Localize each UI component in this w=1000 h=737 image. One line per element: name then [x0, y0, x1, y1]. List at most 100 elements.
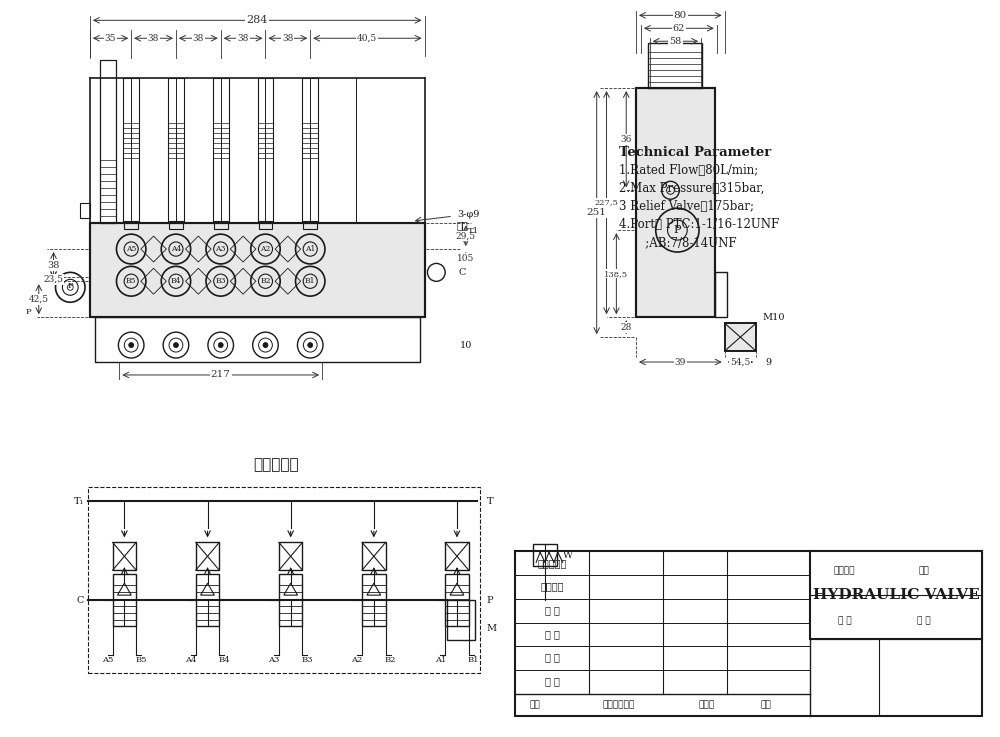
Bar [95, 317, 420, 362]
Bar [447, 600, 475, 640]
Text: 校 对: 校 对 [545, 606, 560, 615]
Text: A2: A2 [351, 656, 363, 664]
Bar [80, 203, 90, 217]
Text: C: C [77, 595, 84, 604]
Circle shape [218, 343, 223, 348]
Bar [445, 542, 469, 570]
Text: 标准化检查: 标准化检查 [538, 559, 567, 567]
Bar [214, 220, 228, 228]
Text: 80: 80 [674, 11, 687, 20]
Text: 38: 38 [47, 261, 60, 270]
Text: P: P [486, 595, 493, 604]
Bar [715, 273, 727, 317]
Text: 重量: 重量 [918, 567, 929, 576]
Text: B2: B2 [385, 656, 396, 664]
Bar [725, 323, 756, 351]
Bar [636, 88, 715, 317]
Text: A4: A4 [171, 245, 181, 253]
Text: 共 张: 共 张 [838, 617, 851, 626]
Bar [810, 551, 982, 639]
Text: 日期: 日期 [761, 700, 771, 709]
Circle shape [662, 181, 679, 199]
Bar [302, 78, 318, 223]
Text: B2: B2 [260, 277, 271, 285]
Text: B4: B4 [218, 656, 230, 664]
Text: 227,5: 227,5 [595, 199, 618, 206]
Text: 描 图: 描 图 [545, 630, 560, 639]
Text: Technical Parameter: Technical Parameter [619, 147, 772, 159]
Bar [113, 542, 136, 570]
Text: A5: A5 [102, 656, 113, 664]
Text: 36: 36 [621, 135, 632, 144]
Bar [113, 574, 136, 626]
Text: 40,5: 40,5 [357, 34, 377, 43]
Text: B5: B5 [135, 656, 147, 664]
Bar [279, 574, 302, 626]
Bar [259, 220, 272, 228]
Text: T₁: T₁ [74, 497, 84, 506]
Bar [213, 78, 229, 223]
Bar [124, 220, 138, 228]
Text: 设 计: 设 计 [545, 677, 560, 686]
Bar [123, 78, 139, 223]
Text: 9: 9 [766, 357, 772, 366]
Text: T: T [486, 497, 493, 506]
Bar [100, 60, 116, 223]
Text: 23,5: 23,5 [44, 275, 64, 284]
Text: 217: 217 [211, 371, 231, 380]
Text: 39: 39 [675, 357, 686, 366]
Bar [648, 43, 702, 88]
Text: M10: M10 [762, 312, 785, 321]
Text: T1: T1 [468, 227, 479, 235]
Text: B1: B1 [305, 277, 315, 285]
Circle shape [308, 343, 313, 348]
Text: 4.Port： PTC:1-1/16-12UNF: 4.Port： PTC:1-1/16-12UNF [619, 218, 780, 231]
Text: 3 Relief Valve：175bar;: 3 Relief Valve：175bar; [619, 200, 754, 213]
Text: A2: A2 [260, 245, 271, 253]
Circle shape [263, 343, 268, 348]
Text: P: P [25, 308, 31, 316]
Bar [169, 220, 183, 228]
Text: A3: A3 [215, 245, 226, 253]
Text: 1.Rated Flow：80L/min;: 1.Rated Flow：80L/min; [619, 164, 759, 177]
Bar [196, 542, 219, 570]
Text: 第 张: 第 张 [917, 617, 930, 626]
Text: A5: A5 [126, 245, 136, 253]
Text: B1: B1 [468, 656, 479, 664]
Bar [279, 542, 302, 570]
Text: C: C [459, 268, 466, 277]
Text: 35: 35 [105, 34, 116, 43]
Text: 29,5: 29,5 [456, 231, 476, 240]
Text: 3-φ9: 3-φ9 [457, 210, 479, 219]
Circle shape [173, 343, 178, 348]
Bar [515, 551, 982, 716]
Text: 138,5: 138,5 [604, 270, 628, 278]
Text: 58: 58 [669, 37, 682, 46]
Text: 2.Max Pressure：315bar,: 2.Max Pressure：315bar, [619, 182, 765, 195]
Text: B3: B3 [302, 656, 313, 664]
Text: 液压原理图: 液压原理图 [253, 458, 299, 472]
Text: 38: 38 [193, 34, 204, 43]
Circle shape [656, 209, 699, 252]
Text: M: M [486, 624, 497, 632]
Bar [303, 220, 317, 228]
Text: P: P [67, 282, 73, 290]
Bar [362, 542, 386, 570]
Text: HYDRAULIC VALVE: HYDRAULIC VALVE [813, 588, 980, 602]
Bar [90, 223, 425, 317]
Text: 标记: 标记 [529, 700, 540, 709]
Text: 38: 38 [282, 34, 294, 43]
Bar [725, 323, 756, 351]
Text: 更改内容简图: 更改内容简图 [602, 700, 634, 709]
Text: B4: B4 [171, 277, 181, 285]
Text: 251: 251 [587, 208, 607, 217]
Bar [258, 78, 273, 223]
Text: 10: 10 [460, 340, 472, 349]
Text: 制 图: 制 图 [545, 654, 560, 663]
Bar [88, 486, 480, 673]
Text: 38: 38 [237, 34, 249, 43]
Text: 图样标记: 图样标记 [834, 567, 855, 576]
Text: A1: A1 [435, 656, 446, 664]
Text: 54,5: 54,5 [730, 357, 751, 366]
Text: 38: 38 [148, 34, 159, 43]
